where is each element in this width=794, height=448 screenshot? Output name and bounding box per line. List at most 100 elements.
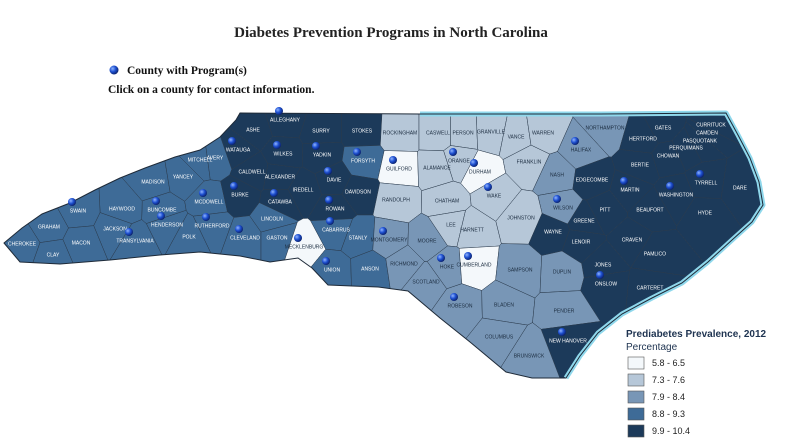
county-label: BEAUFORT: [636, 207, 663, 213]
county-label: ALLEGHANY: [270, 117, 301, 123]
program-dot: [389, 156, 397, 164]
county-label: RUTHERFORD: [195, 223, 230, 229]
state-outline: [3, 112, 764, 379]
county[interactable]: [479, 322, 569, 400]
county-label: HARNETT: [460, 227, 484, 233]
county-label: LINCOLN: [261, 216, 283, 222]
county-label: TRANSYLVANIA: [116, 238, 154, 244]
title: Diabetes Prevention Programs in North Ca…: [234, 25, 548, 41]
program-dot: [275, 107, 283, 115]
program-dot: [484, 183, 492, 191]
county-label: CRAVEN: [622, 237, 643, 243]
legend-swatch: [627, 407, 645, 421]
program-dot: [553, 195, 561, 203]
county-label: WARREN: [532, 130, 554, 136]
county-label: HYDE: [698, 210, 713, 216]
county[interactable]: [418, 100, 451, 151]
program-dot: [470, 159, 478, 167]
county-label: MITCHELL: [188, 157, 213, 163]
legend-swatch: [627, 424, 645, 438]
county-label: PASQUOTANK: [683, 138, 718, 144]
county-label: CARTERET: [637, 285, 664, 291]
county-label: JACKSON: [103, 226, 127, 232]
county-label: ROBESON: [447, 303, 472, 309]
legend-program: County with Program(s): [127, 65, 247, 77]
county-label: DARE: [733, 185, 748, 191]
program-dots: [68, 107, 704, 336]
county[interactable]: [450, 100, 478, 150]
county[interactable]: [0, 178, 41, 356]
county-label: CURRITUCK: [696, 122, 726, 128]
program-dot: [324, 167, 332, 175]
legend-label: 5.8 - 6.5: [652, 358, 685, 368]
program-dot: [696, 170, 704, 178]
county[interactable]: [380, 100, 420, 152]
county-label: ORANGE: [448, 158, 470, 164]
county-label: CHATHAM: [435, 198, 459, 204]
county-label: HAYWOOD: [109, 206, 135, 212]
county-label: ONSLOW: [595, 281, 618, 287]
county-label: WAYNE: [544, 229, 562, 235]
program-dot: [202, 213, 210, 221]
instruction: Click on a county for contact informatio…: [108, 84, 315, 96]
program-dot: [666, 182, 674, 190]
program-dot: [437, 254, 445, 262]
county-label: NEW HANOVER: [549, 338, 587, 344]
county-label: CUMBERLAND: [456, 262, 491, 268]
county-label: BUNCOMBE: [148, 207, 178, 213]
program-dot: [68, 198, 76, 206]
county-label: BURKE: [231, 192, 249, 198]
county[interactable]: [0, 239, 121, 400]
county-label: ANSON: [361, 266, 379, 272]
program-dot: [312, 142, 320, 150]
county-label: ASHE: [246, 127, 260, 133]
county[interactable]: [350, 249, 393, 400]
county-label: CHOWAN: [657, 153, 680, 159]
legend: Prediabetes Prevalence, 2012 Percentage …: [626, 329, 767, 438]
legend-label: 9.9 - 10.4: [652, 426, 690, 436]
county-label: RANDOLPH: [382, 197, 410, 203]
county-label: FRANKLIN: [517, 159, 542, 165]
county-label: MADISON: [141, 179, 165, 185]
county-label: GATES: [655, 125, 672, 131]
county-label: RICHMOND: [390, 261, 418, 267]
legend-subtitle: Percentage: [626, 342, 678, 353]
county-label: LENOIR: [572, 239, 591, 245]
county-label: MACON: [72, 240, 91, 246]
county-label: WATAUGA: [226, 147, 251, 153]
program-dot: [596, 271, 604, 279]
county-label: YANCEY: [173, 174, 194, 180]
county-label: POLK: [182, 234, 196, 240]
program-dot: [235, 225, 243, 233]
legend-dot: [109, 65, 119, 75]
county-label: CASWELL: [426, 130, 450, 136]
county-label: EDGECOMBE: [576, 177, 609, 183]
county-label: STANLY: [349, 235, 368, 241]
county-label: CALDWELL: [239, 169, 266, 175]
program-dot: [325, 196, 333, 204]
county-label: MONTGOMERY: [371, 237, 409, 243]
county-label: CLEVELAND: [230, 235, 260, 241]
county-label: GUILFORD: [386, 166, 412, 172]
county-label: HALIFAX: [571, 147, 592, 153]
county-label: PITT: [600, 207, 611, 213]
county-label: CABARRUS: [322, 227, 350, 233]
program-dot: [228, 137, 236, 145]
program-dot: [353, 148, 361, 156]
county[interactable]: [0, 104, 69, 243]
county-label: SWAIN: [70, 208, 87, 214]
county-label: GREENE: [573, 218, 595, 224]
county[interactable]: [341, 100, 383, 147]
county-label: BERTIE: [631, 162, 650, 168]
county-label: CATAWBA: [268, 199, 292, 205]
county-label: DAVIDSON: [345, 189, 371, 195]
county-label: PERSON: [452, 130, 474, 136]
program-dot: [273, 141, 281, 149]
county-label: BRUNSWICK: [514, 353, 545, 359]
county-label: PENDER: [554, 308, 575, 314]
county[interactable]: [298, 100, 342, 145]
county-label: MECKLENBURG: [285, 244, 324, 250]
county-label: PAMLICO: [644, 251, 666, 257]
county-label: COLUMBUS: [485, 334, 514, 340]
program-dot: [230, 182, 238, 190]
